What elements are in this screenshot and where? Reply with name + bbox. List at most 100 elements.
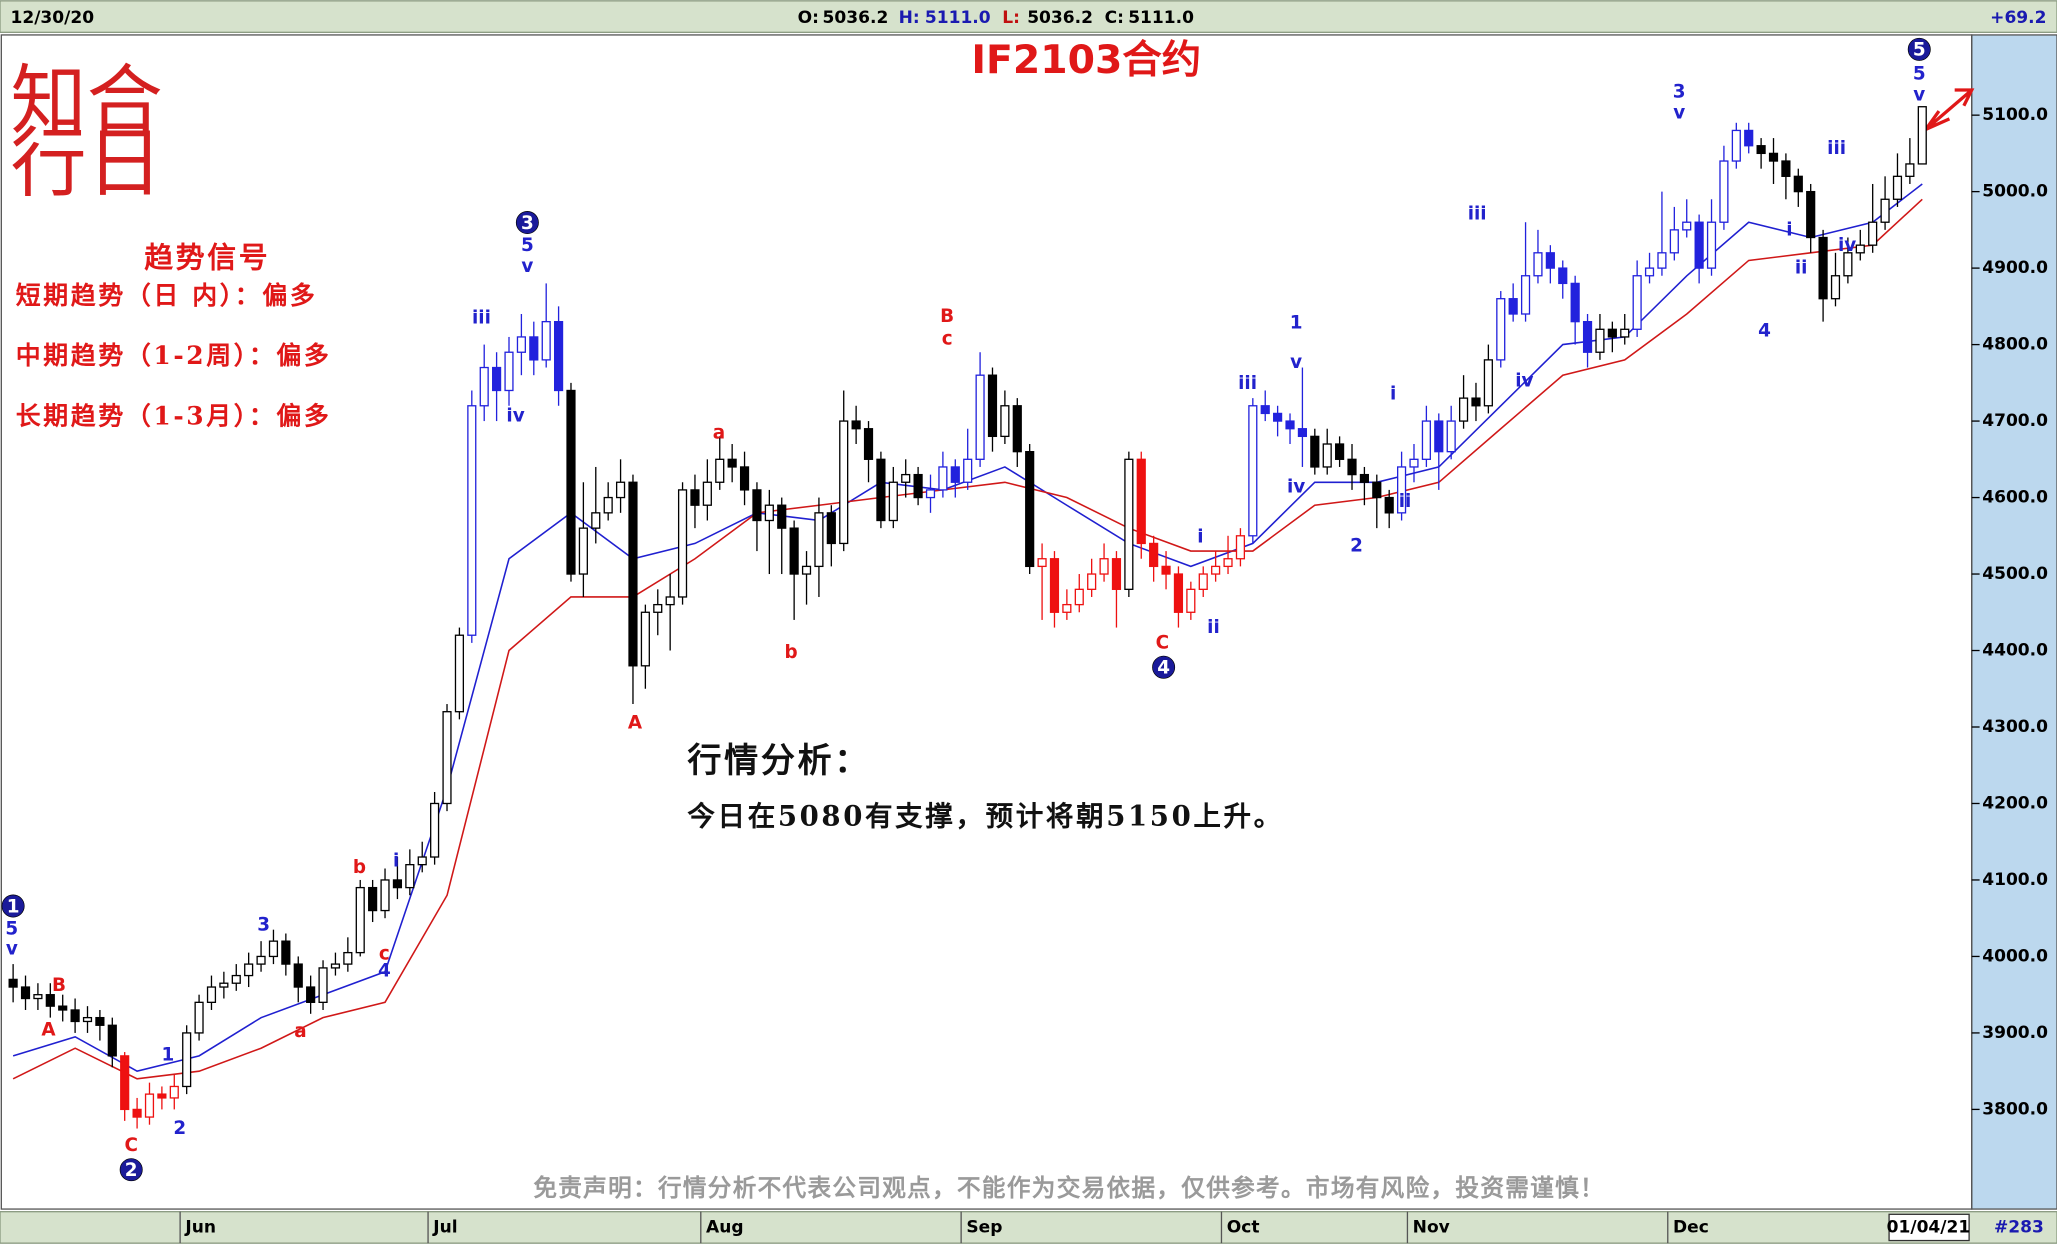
change-value: +69.2 bbox=[1990, 8, 2046, 28]
wave-label: iv bbox=[1287, 477, 1305, 498]
candle-body bbox=[1434, 420, 1444, 453]
candle-body bbox=[1471, 397, 1481, 407]
candle-body bbox=[1136, 458, 1146, 545]
candle-body bbox=[58, 1005, 68, 1011]
candle-body bbox=[1607, 328, 1617, 338]
y-tick-label: 4800.0 bbox=[1982, 335, 2048, 355]
candle-body bbox=[1818, 236, 1828, 300]
wave-label: iv bbox=[1515, 370, 1533, 391]
y-tick-label: 5000.0 bbox=[1982, 182, 2048, 202]
plot-frame bbox=[0, 34, 1973, 1210]
candle-body bbox=[1049, 558, 1060, 613]
candle-body bbox=[1632, 275, 1642, 330]
wave-label: a bbox=[294, 1021, 306, 1042]
candle-body bbox=[380, 879, 390, 912]
wave-label: B bbox=[940, 306, 954, 327]
candle-body bbox=[70, 1009, 80, 1023]
candle-body bbox=[839, 420, 849, 545]
wave-label: ii bbox=[1399, 491, 1412, 512]
candle-body bbox=[1322, 443, 1332, 468]
wave-label: iv bbox=[506, 406, 524, 427]
candle-body bbox=[1260, 405, 1270, 415]
wave-label: iv bbox=[1838, 235, 1856, 256]
header-bar bbox=[0, 0, 2057, 33]
wave-label: iii bbox=[1827, 138, 1846, 159]
wave-label: C bbox=[1156, 633, 1169, 654]
candle-body bbox=[1657, 252, 1667, 269]
candle-body bbox=[1359, 473, 1369, 483]
candle-body bbox=[1161, 565, 1171, 575]
candle-body bbox=[1582, 320, 1593, 353]
wave-label: 3 bbox=[1673, 82, 1686, 103]
candle-body bbox=[405, 864, 415, 889]
candle-body bbox=[1669, 229, 1679, 254]
wave-label: 1 bbox=[7, 896, 20, 917]
wave-circle bbox=[119, 1158, 143, 1182]
candle-body bbox=[120, 1055, 130, 1111]
candle-body bbox=[640, 611, 650, 667]
candle-body bbox=[1458, 397, 1469, 422]
logo-line: 知合 bbox=[10, 56, 162, 145]
date-box bbox=[1888, 1213, 1970, 1242]
candle-body bbox=[529, 336, 539, 361]
candle-body bbox=[454, 634, 465, 713]
candle-body bbox=[157, 1093, 167, 1099]
candle-body bbox=[1892, 175, 1903, 200]
candle-body bbox=[1744, 129, 1754, 147]
candle-body bbox=[368, 886, 378, 912]
candle-body bbox=[1917, 106, 1927, 165]
logo-line: 行日 bbox=[10, 119, 162, 208]
x-tick-label: Sep bbox=[966, 1217, 1002, 1237]
candle-body bbox=[1409, 458, 1419, 468]
candle-body bbox=[1545, 252, 1555, 269]
trend-line: 中期趋势（1-2周）：偏多 bbox=[16, 341, 332, 370]
candle-body bbox=[417, 856, 427, 866]
wave-label: iii bbox=[472, 307, 491, 328]
wave-label: 5 bbox=[1913, 63, 1926, 84]
candle-body bbox=[1756, 145, 1766, 155]
candle-body bbox=[318, 967, 328, 1003]
wave-label: i bbox=[393, 850, 399, 871]
candle-body bbox=[1508, 298, 1518, 315]
wave-label: v bbox=[521, 256, 533, 277]
candle-body bbox=[169, 1085, 179, 1099]
candle-body bbox=[1186, 588, 1196, 613]
candle-body bbox=[1520, 275, 1531, 315]
candle-body bbox=[541, 320, 551, 361]
wave-label: 5 bbox=[521, 235, 534, 256]
candle-body bbox=[777, 504, 787, 529]
chart-title: IF2103合约 bbox=[971, 37, 1201, 83]
candle-body bbox=[1223, 558, 1233, 568]
candle-body bbox=[1297, 428, 1308, 438]
y-tick-label: 4100.0 bbox=[1982, 870, 2048, 890]
candle-body bbox=[1620, 328, 1630, 338]
candle-body bbox=[231, 974, 241, 984]
trend-line: 短期趋势（日 内）：偏多 bbox=[16, 281, 318, 310]
candle-body bbox=[95, 1016, 105, 1026]
wave-label: a bbox=[713, 423, 725, 444]
wave-label: b bbox=[353, 857, 366, 878]
wave-circle bbox=[1152, 655, 1176, 679]
candle-body bbox=[1682, 221, 1692, 231]
candle-body bbox=[1830, 275, 1841, 300]
wave-circle bbox=[1, 894, 25, 918]
candle-body bbox=[1149, 542, 1159, 568]
candle-body bbox=[1012, 405, 1022, 453]
candle-body bbox=[479, 366, 489, 407]
candle-body bbox=[107, 1024, 117, 1057]
candle-body bbox=[851, 420, 861, 430]
candle-body bbox=[268, 940, 279, 958]
candle-body bbox=[615, 481, 626, 499]
disclaimer: 免责声明：行情分析不代表公司观点，不能作为交易依据，仅供参考。市场有风险，投资需… bbox=[533, 1174, 1605, 1202]
footer-count: #283 bbox=[1994, 1217, 2044, 1237]
candle-body bbox=[826, 512, 836, 545]
candle-body bbox=[963, 458, 973, 483]
candle-body bbox=[628, 481, 638, 667]
candle-body bbox=[1037, 558, 1047, 568]
candle-body bbox=[1248, 405, 1258, 537]
candle-body bbox=[913, 473, 923, 499]
candle-body bbox=[975, 374, 985, 460]
open-value: 5036.2 bbox=[823, 8, 889, 28]
